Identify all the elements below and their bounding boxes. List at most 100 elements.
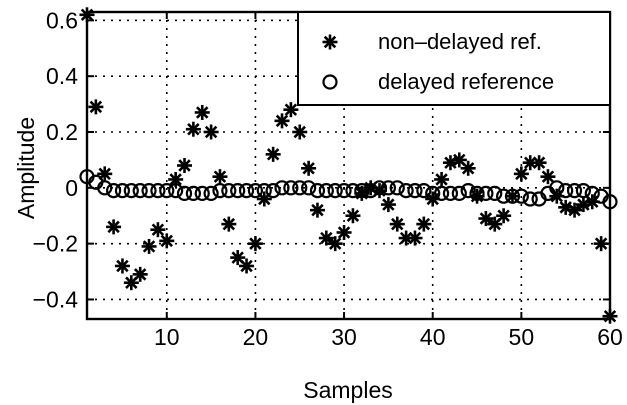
delayed-reference-point: [221, 183, 237, 199]
delayed-reference-point: [336, 183, 352, 199]
legend-asterisk-icon: [322, 34, 338, 50]
delayed-reference-point: [558, 183, 574, 199]
delayed-reference-point: [265, 183, 281, 199]
non-delayed-point: [345, 208, 361, 224]
legend-circle-marker: [322, 74, 338, 90]
delayed-reference-point: [460, 183, 476, 199]
delayed-reference-point: [105, 183, 122, 199]
non-delayed-point: [150, 222, 166, 238]
x-tick-label: 60: [597, 324, 623, 350]
non-delayed-point: [504, 188, 520, 204]
delayed-reference-point: [451, 185, 467, 202]
delayed-reference-point: [230, 183, 246, 199]
non-delayed-point: [168, 171, 184, 187]
non-delayed-point: [301, 160, 317, 176]
non-delayed-point: [230, 250, 246, 266]
non-delayed-point: [247, 236, 263, 252]
non-delayed-point: [372, 183, 388, 199]
non-delayed-point: [88, 99, 104, 115]
delayed-reference-point: [123, 183, 139, 199]
delayed-reference-point: [487, 185, 503, 202]
delayed-reference-point: [194, 185, 210, 202]
legend-asterisk-marker: [322, 34, 338, 50]
x-tick-label: 30: [331, 324, 357, 350]
non-delayed-point: [469, 188, 485, 204]
non-delayed-point: [194, 104, 210, 120]
non-delayed-point: [389, 216, 405, 232]
non-delayed-point: [141, 238, 157, 254]
non-delayed-point: [292, 124, 308, 140]
legend-box: [297, 11, 611, 106]
non-delayed-point: [309, 202, 325, 218]
non-delayed-point: [407, 230, 423, 246]
y-tick-label: 0: [65, 175, 78, 201]
non-delayed-point: [114, 258, 130, 274]
delayed-reference-point: [407, 183, 423, 199]
non-delayed-point: [185, 121, 201, 137]
non-delayed-point: [203, 124, 219, 140]
delayed-reference-point: [185, 185, 201, 202]
non-delayed-point: [549, 188, 565, 204]
delayed-reference-point: [176, 185, 193, 202]
non-delayed-point: [274, 113, 290, 129]
delayed-reference-point: [566, 183, 583, 199]
delayed-reference-point: [442, 185, 459, 202]
x-axis-label: Samples: [303, 377, 392, 403]
delayed-reference-point: [318, 183, 334, 199]
x-tick-label: 50: [509, 324, 535, 350]
delayed-reference-point: [309, 183, 326, 199]
y-axis-label: Amplitude: [13, 117, 39, 219]
delayed-reference-point: [132, 183, 148, 199]
non-delayed-point: [256, 191, 272, 207]
delayed-reference-point: [203, 185, 219, 202]
x-tick-label: 10: [154, 324, 180, 350]
non-delayed-point: [567, 202, 583, 218]
non-delayed-point: [159, 233, 175, 249]
non-delayed-point: [425, 191, 441, 207]
non-delayed-point: [221, 216, 237, 232]
non-delayed-point: [336, 224, 352, 240]
non-delayed-point: [123, 275, 139, 291]
delayed-reference-point: [398, 183, 414, 199]
non-delayed-point: [327, 236, 343, 252]
non-delayed-point: [132, 266, 148, 282]
axis-ticks: 10 20 30 40 50 60 −0.4 −0.2 0 0.2 0.4 0.6: [33, 7, 623, 350]
non-delayed-point: [106, 219, 122, 235]
non-delayed-point: [177, 158, 193, 173]
data-points: [79, 7, 618, 324]
x-tick-label: 20: [243, 324, 269, 350]
delayed-reference-point: [238, 183, 255, 199]
non-delayed-point: [513, 166, 529, 182]
delayed-reference-point: [522, 191, 538, 207]
non-delayed-point: [540, 169, 556, 185]
delayed-reference-point: [327, 183, 343, 199]
delayed-reference-point: [274, 180, 290, 196]
legend-circle-icon: [322, 74, 338, 90]
non-delayed-point: [584, 194, 600, 210]
non-delayed-point: [380, 197, 396, 213]
non-delayed-point: [97, 166, 113, 182]
non-delayed-point: [416, 216, 432, 232]
y-tick-label: −0.2: [33, 231, 78, 257]
y-tick-label: 0.4: [46, 63, 78, 89]
delayed-reference-point: [292, 180, 308, 196]
delayed-reference-point: [389, 180, 405, 196]
non-delayed-point: [460, 160, 476, 176]
non-delayed-point: [283, 102, 299, 118]
delayed-reference-point: [150, 183, 166, 199]
legend: non–delayed ref. delayed reference: [297, 11, 611, 106]
delayed-reference-point: [575, 183, 592, 199]
x-tick-label: 40: [420, 324, 446, 350]
delayed-reference-point: [159, 183, 175, 199]
non-delayed-point: [531, 155, 547, 171]
delayed-reference-point: [416, 183, 432, 199]
non-delayed-point: [434, 171, 450, 187]
legend-label-non-delayed: non–delayed ref.: [378, 29, 542, 54]
delayed-reference-point: [114, 183, 131, 199]
legend-label-delayed: delayed reference: [378, 69, 554, 94]
non-delayed-point: [212, 169, 228, 185]
non-delayed-point: [265, 146, 281, 162]
delayed-reference-point: [283, 180, 299, 196]
non-delayed-point: [239, 258, 255, 274]
